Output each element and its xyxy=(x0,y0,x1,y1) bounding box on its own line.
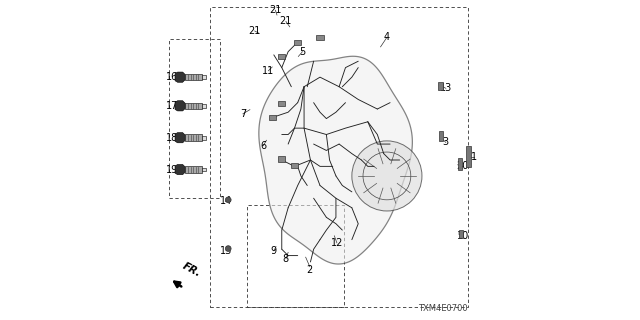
Text: FR.: FR. xyxy=(180,261,202,279)
Polygon shape xyxy=(202,104,206,108)
Bar xyxy=(246,204,344,307)
Text: 21: 21 xyxy=(269,5,282,15)
Circle shape xyxy=(352,141,422,211)
Text: 19: 19 xyxy=(166,164,178,174)
Bar xyxy=(317,35,323,40)
Bar xyxy=(278,156,285,162)
Polygon shape xyxy=(175,101,185,111)
Text: 17: 17 xyxy=(166,101,178,111)
Text: 8: 8 xyxy=(283,254,289,264)
Bar xyxy=(466,147,471,167)
Circle shape xyxy=(225,246,231,252)
Text: 13: 13 xyxy=(440,83,452,93)
Bar xyxy=(458,158,463,170)
Text: 20: 20 xyxy=(456,161,469,172)
Bar xyxy=(438,82,443,90)
Polygon shape xyxy=(185,74,202,80)
Polygon shape xyxy=(175,72,185,82)
Text: 11: 11 xyxy=(262,66,275,76)
Polygon shape xyxy=(185,134,202,141)
Text: 9: 9 xyxy=(271,246,277,256)
Polygon shape xyxy=(175,132,185,143)
Bar xyxy=(291,163,298,168)
Text: 4: 4 xyxy=(384,32,390,42)
Text: 1: 1 xyxy=(470,152,477,162)
Text: 21: 21 xyxy=(248,26,261,36)
Circle shape xyxy=(225,197,231,203)
Polygon shape xyxy=(202,136,206,140)
Polygon shape xyxy=(185,166,202,173)
Text: 5: 5 xyxy=(300,47,306,57)
Text: 15: 15 xyxy=(220,246,232,256)
Polygon shape xyxy=(185,102,202,109)
Text: 18: 18 xyxy=(166,133,178,143)
Text: TXM4E0700: TXM4E0700 xyxy=(419,304,468,313)
Bar xyxy=(269,116,276,121)
Text: 14: 14 xyxy=(220,196,232,206)
Bar xyxy=(210,7,468,307)
Bar xyxy=(278,101,285,106)
Text: 2: 2 xyxy=(307,265,313,275)
Bar xyxy=(169,39,220,198)
Bar xyxy=(294,40,301,45)
Text: 16: 16 xyxy=(166,72,178,82)
Text: 12: 12 xyxy=(331,238,343,248)
Text: 6: 6 xyxy=(260,141,266,151)
Text: 3: 3 xyxy=(443,138,449,148)
Polygon shape xyxy=(259,56,412,264)
Polygon shape xyxy=(202,75,206,79)
Bar xyxy=(438,131,444,141)
Polygon shape xyxy=(202,168,206,172)
Bar xyxy=(459,230,463,238)
Text: 10: 10 xyxy=(456,231,469,242)
Polygon shape xyxy=(175,164,185,175)
Bar xyxy=(278,54,285,59)
Text: 21: 21 xyxy=(280,16,292,27)
Text: 7: 7 xyxy=(240,109,246,119)
